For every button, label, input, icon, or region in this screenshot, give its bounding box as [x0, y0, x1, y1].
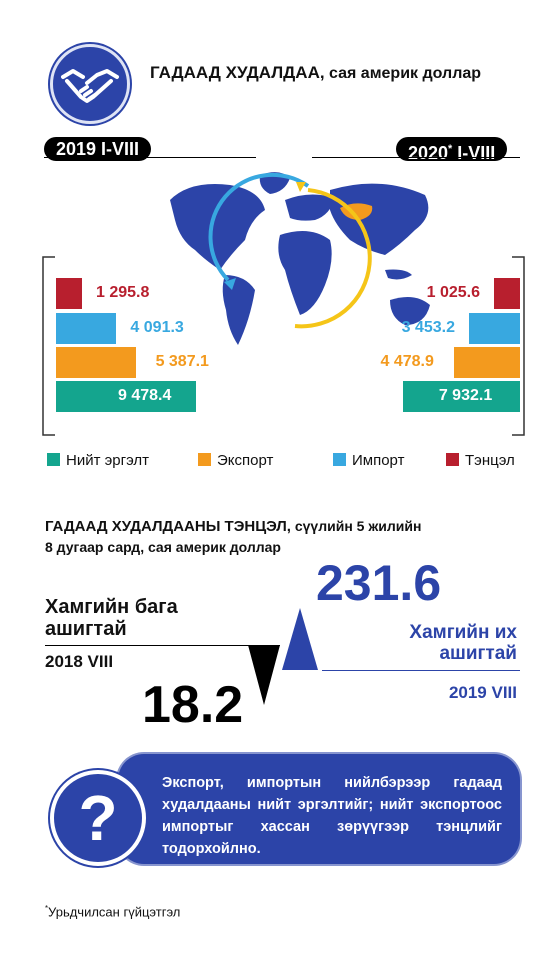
max-balance-label: Хамгийн их ашигтай	[409, 622, 517, 664]
bar-export-2019	[56, 347, 136, 378]
balance-title-rest: сүүлийн 5 жилийн	[290, 518, 422, 534]
period-right-star: *	[448, 143, 453, 155]
legend-label-total: Нийт эргэлт	[66, 452, 150, 469]
legend-swatch-export	[198, 453, 211, 466]
legend-swatch-import	[333, 453, 346, 466]
balance-section-title: ГАДААД ХУДАЛДААНЫ ТЭНЦЭЛ, сүүлийн 5 жили…	[45, 516, 525, 558]
legend-swatch-total	[47, 453, 60, 466]
min-period: 2018 VIII	[45, 652, 114, 671]
min-balance-label: Хамгийн бага ашигтай	[45, 596, 178, 640]
max-label-line1: Хамгийн их	[409, 622, 517, 643]
max-balance-value: 231.6	[316, 555, 442, 611]
bar-label-export-2020: 4 478.9	[380, 353, 434, 370]
info-text: Экспорт, импортын нийлбэрээр гадаад худа…	[162, 775, 502, 857]
page-title: ГАДААД ХУДАЛДАА, сая америк доллар	[150, 62, 510, 85]
period-right-year: 2020	[408, 143, 449, 163]
bar-label-balance-2019: 1 295.8	[96, 284, 150, 301]
bar-label-export-2019: 5 387.1	[155, 353, 209, 370]
bar-label-total-2019: 9 478.4	[118, 387, 172, 404]
footnote-text: Урьдчилсан гүйцэтгэл	[48, 904, 181, 920]
period-left-underline	[44, 157, 256, 158]
max-period: 2019 VIII	[448, 683, 517, 702]
world-map-icon	[170, 172, 430, 345]
title-rest: сая америк доллар	[324, 65, 482, 82]
bar-total-2020	[402, 381, 520, 412]
footnote-star: *	[45, 904, 49, 913]
min-label-line2: ашигтай	[45, 618, 127, 640]
legend-swatch-balance	[446, 453, 459, 466]
info-box	[118, 754, 520, 864]
bar-total-2019	[56, 381, 196, 412]
bar-export-2020	[453, 347, 520, 378]
arrow-blue	[208, 172, 310, 282]
legend-label-import: Импорт	[352, 452, 405, 469]
legend-label-balance: Тэнцэл	[465, 452, 515, 469]
down-triangle-icon	[248, 645, 280, 705]
bar-balance-2019	[56, 278, 82, 309]
max-label-line2: ашигтай	[439, 643, 517, 664]
arrow-yellow	[294, 188, 372, 329]
arrow-yellow-head	[296, 182, 306, 192]
handshake-logo	[50, 44, 130, 124]
legend-item-total: Нийт эргэлт	[47, 452, 149, 469]
bar-label-balance-2020: 1 025.6	[426, 284, 480, 301]
period-right-suffix: I-VIII	[452, 143, 496, 163]
right-bracket	[512, 256, 525, 436]
balance-title-line2: 8 дугаар сард, сая америк доллар	[45, 539, 281, 555]
bar-label-total-2020: 7 932.1	[438, 387, 493, 404]
world-map-graphic	[170, 172, 430, 345]
legend-label-export: Экспорт	[217, 452, 274, 469]
bar-import-2019	[56, 313, 117, 344]
period-left-label: 2019 I-VIII	[56, 139, 140, 159]
balance-title-bold: ГАДААД ХУДАЛДААНЫ ТЭНЦЭЛ,	[45, 518, 291, 535]
legend-item-import: Импорт	[333, 452, 404, 469]
bar-label-import-2020: 3 453.2	[401, 319, 455, 336]
question-mark-icon: ?	[50, 770, 146, 866]
arrow-blue-head	[224, 278, 236, 290]
left-bracket	[42, 256, 55, 436]
min-underline	[45, 645, 280, 646]
legend-item-export: Экспорт	[198, 452, 273, 469]
min-label-line1: Хамгийн бага	[45, 596, 178, 618]
bar-balance-2020	[494, 278, 520, 309]
min-balance-value: 18.2	[142, 676, 244, 734]
balance-triangles	[248, 608, 318, 705]
bar-label-import-2019: 4 091.3	[130, 319, 184, 336]
footnote: *Урьдчилсан гүйцэтгэл	[45, 904, 180, 919]
bar-import-2020	[468, 313, 520, 344]
max-underline	[322, 670, 520, 671]
up-triangle-icon	[282, 608, 318, 670]
title-bold: ГАДААД ХУДАЛДАА,	[150, 63, 325, 82]
period-right-underline	[312, 157, 520, 158]
legend-item-balance: Тэнцэл	[446, 452, 515, 469]
handshake-icon	[61, 69, 119, 103]
